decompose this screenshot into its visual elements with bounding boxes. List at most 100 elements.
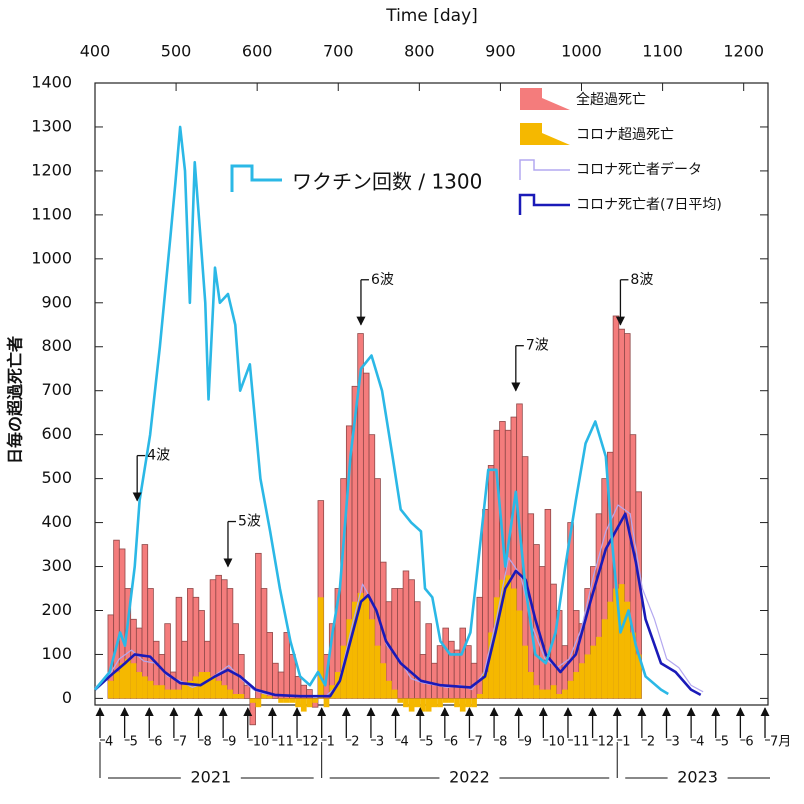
bar: [488, 632, 494, 699]
bar: [420, 698, 426, 712]
bar: [363, 597, 370, 699]
month-label: 11: [277, 735, 294, 750]
bar: [312, 698, 318, 703]
legend-label: コロナ超過死亡: [576, 127, 674, 143]
legend-swatch: [230, 164, 282, 192]
bar: [107, 680, 114, 699]
legend-label: ワクチン回数 / 1300: [292, 170, 482, 194]
bar: [232, 694, 239, 699]
annotation-label: 5波: [238, 514, 261, 530]
y-tick-label: 300: [41, 556, 72, 575]
y-tick-label: 1100: [31, 204, 72, 223]
bar: [238, 694, 245, 699]
bar: [193, 676, 199, 699]
bar: [618, 584, 625, 699]
bar: [476, 694, 483, 699]
y-tick-label: 0: [62, 688, 72, 707]
x-tick-label: 1000: [561, 42, 602, 61]
bar: [516, 610, 523, 699]
legend-swatch: [520, 88, 570, 110]
annotation-label: 7波: [526, 338, 549, 354]
bar: [374, 645, 381, 699]
month-label: 10: [253, 735, 270, 750]
bar: [227, 689, 233, 699]
bar: [391, 689, 398, 699]
bar: [590, 645, 597, 699]
bar: [630, 632, 636, 699]
bar: [510, 588, 517, 699]
bar: [403, 698, 409, 708]
bar: [414, 601, 421, 699]
y-tick-label: 600: [41, 424, 72, 443]
bar: [130, 663, 137, 699]
bar: [448, 640, 455, 699]
bar: [170, 689, 177, 699]
month-label: 5: [130, 735, 138, 750]
y-tick-label: 1400: [31, 73, 72, 92]
bar: [499, 579, 506, 699]
legend-label: 全超過死亡: [576, 91, 646, 108]
annotation-label: 8波: [630, 272, 653, 288]
bar: [317, 597, 324, 699]
bar: [567, 680, 574, 699]
month-label: 6: [154, 735, 162, 750]
x-axis-title: Time [day]: [385, 6, 478, 26]
bar: [544, 508, 552, 699]
bar: [539, 689, 546, 699]
bar: [119, 663, 126, 699]
month-label: 9: [524, 735, 532, 750]
x-tick-label: 900: [485, 42, 516, 61]
bar: [465, 698, 472, 708]
bar: [226, 588, 234, 699]
bar: [283, 698, 290, 703]
bar: [397, 698, 404, 703]
y-tick-label: 1200: [31, 160, 72, 179]
bar: [601, 619, 608, 699]
bar: [159, 685, 165, 699]
bar: [221, 685, 228, 699]
bar: [408, 579, 415, 699]
bar: [164, 689, 171, 699]
bar: [295, 698, 301, 708]
x-tick-label: 1200: [723, 42, 764, 61]
year-label: 2021: [190, 768, 231, 787]
bar: [210, 676, 216, 699]
month-label: 1: [327, 735, 335, 750]
bar: [448, 698, 455, 703]
bar: [550, 685, 557, 699]
bar: [624, 601, 631, 699]
bar: [635, 654, 642, 699]
bar: [522, 645, 528, 699]
bar: [369, 619, 375, 699]
bar: [470, 662, 478, 699]
bar: [187, 680, 194, 699]
bar: [527, 672, 534, 699]
bar: [283, 632, 291, 699]
bar: [465, 645, 472, 699]
legend-label: コロナ死亡者(7日平均): [576, 197, 722, 213]
bar: [141, 544, 149, 699]
bar: [431, 698, 438, 708]
y-tick-label: 700: [41, 380, 72, 399]
bar: [181, 685, 188, 699]
month-label: 7: [179, 735, 187, 750]
bar: [386, 680, 392, 699]
month-label: 4: [401, 735, 409, 750]
month-label: 5: [721, 735, 729, 750]
bar: [260, 588, 268, 699]
line-series: [93, 125, 669, 696]
bar: [215, 574, 222, 699]
bar: [442, 698, 449, 703]
month-label: 6: [450, 735, 458, 750]
annotation-label: 6波: [371, 272, 394, 288]
bar: [142, 676, 148, 699]
bar: [397, 588, 404, 699]
x-tick-label: 600: [242, 42, 273, 61]
bar: [425, 698, 432, 712]
bar: [255, 552, 262, 699]
month-label: 6: [745, 735, 753, 750]
legend-label: コロナ死亡者データ: [576, 161, 702, 178]
month-label: 7: [474, 735, 482, 750]
bar: [436, 645, 444, 699]
y-tick-label: 1300: [31, 116, 72, 135]
